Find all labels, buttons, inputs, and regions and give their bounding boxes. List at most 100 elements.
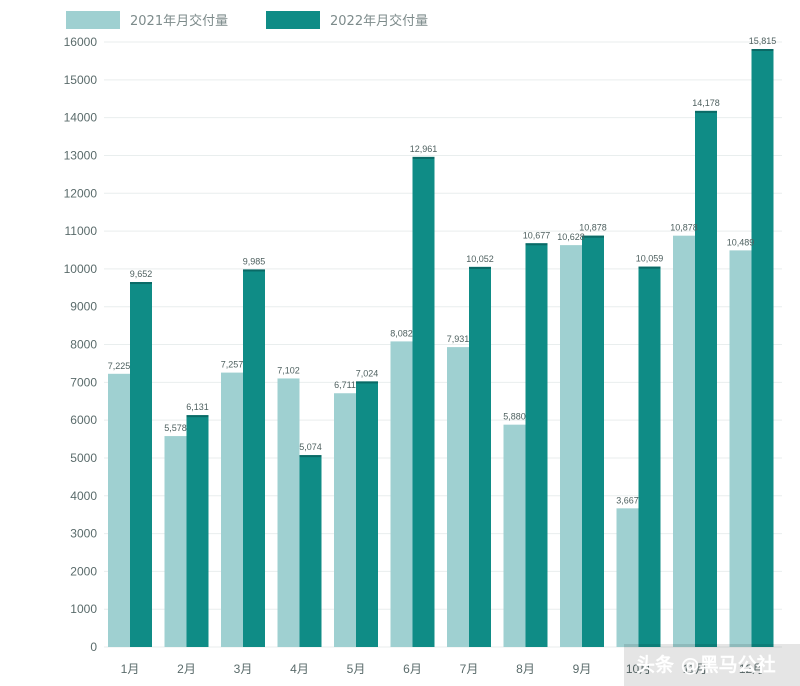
y-tick-label: 16000: [64, 35, 98, 49]
x-axis-ticks: 1月 2月 3月 4月 5月 6月 7月 8月 9月 10月 11月 12月: [121, 662, 765, 676]
y-tick-label: 14000: [64, 111, 98, 125]
x-tick-label: 1月: [121, 662, 140, 676]
data-label: 7,257: [221, 360, 244, 370]
bar-top-edge: [582, 235, 604, 238]
bar-2022: [299, 455, 322, 647]
watermark-text: 头条 @黑马公社: [636, 653, 776, 676]
data-label: 10,628: [557, 232, 585, 242]
y-tick-label: 1000: [70, 602, 97, 616]
data-label: 6,711: [334, 380, 356, 390]
bar-2022: [695, 110, 717, 647]
data-label: 7,024: [356, 368, 379, 378]
data-label: 5,074: [299, 442, 322, 452]
bar-top-edge: [186, 415, 209, 418]
bar-2021: [277, 378, 300, 647]
x-tick-label: 9月: [573, 662, 592, 676]
data-label: 5,578: [164, 423, 187, 433]
legend-label-2022: 2022年月交付量: [330, 13, 428, 29]
bar-2022: [356, 381, 378, 647]
data-label: 10,878: [579, 223, 607, 233]
y-tick-label: 6000: [70, 413, 97, 427]
bar-top-edge: [525, 243, 548, 246]
y-axis-ticks: 0 1000 2000 3000 4000 5000 6000 7000 8000 9000 100…: [64, 35, 98, 654]
bar-2021: [221, 372, 243, 647]
legend-swatch-2021: [66, 11, 120, 29]
x-tick-label: 6月: [403, 662, 422, 676]
bar-top-edge: [638, 266, 661, 269]
data-labels: 7,225 9,652 5,578 6,131 7,257 9,985 7,102 5,074…: [108, 36, 777, 505]
data-label: 14,178: [692, 98, 720, 108]
x-tick-label: 7月: [460, 662, 479, 676]
bar-2021: [447, 347, 469, 647]
y-tick-label: 4000: [70, 489, 97, 503]
bar-2022: [186, 415, 209, 647]
x-tick-label: 11月: [683, 662, 707, 676]
y-tick-label: 5000: [70, 451, 97, 465]
bar-2021: [560, 245, 582, 647]
data-label: 5,880: [503, 412, 526, 422]
bar-2022: [638, 266, 661, 647]
bar-2021: [108, 373, 130, 647]
y-tick-label: 13000: [64, 148, 98, 162]
data-label: 10,059: [636, 254, 664, 264]
x-tick-label: 2月: [177, 662, 196, 676]
bar-top-edge: [751, 48, 774, 51]
x-tick-label: 10月: [626, 662, 651, 676]
legend-swatch-2022: [266, 11, 320, 29]
bar-2022: [243, 269, 265, 647]
data-label: 8,082: [390, 328, 413, 338]
y-tick-label: 10000: [64, 262, 98, 276]
x-tick-label: 4月: [290, 662, 309, 676]
data-label: 10,677: [523, 230, 551, 240]
bars: [108, 48, 774, 648]
bar-2021: [503, 424, 526, 647]
y-tick-label: 7000: [70, 375, 97, 389]
y-tick-label: 12000: [64, 186, 98, 200]
x-tick-label: 8月: [516, 662, 535, 676]
data-label: 7,931: [447, 334, 470, 344]
legend-label-2021: 2021年月交付量: [130, 13, 228, 29]
bar-2021: [673, 235, 695, 647]
bar-2021: [616, 508, 639, 647]
y-tick-label: 0: [90, 640, 97, 654]
bar-top-edge: [356, 381, 378, 384]
data-label: 10,052: [466, 254, 494, 264]
bar-2021: [390, 341, 413, 647]
y-tick-label: 3000: [70, 527, 97, 541]
bar-top-edge: [130, 282, 152, 285]
bar-top-edge: [299, 455, 322, 458]
bar-top-edge: [243, 269, 265, 272]
bar-top-edge: [695, 110, 717, 113]
x-tick-label: 3月: [234, 662, 253, 676]
bar-top-edge: [412, 156, 435, 159]
watermark-backdrop: [624, 644, 800, 686]
y-tick-label: 11000: [65, 224, 98, 238]
bar-2022: [412, 156, 435, 648]
bar-2022: [130, 282, 152, 647]
bar-2022: [525, 243, 548, 647]
bar-2022: [469, 266, 491, 647]
data-label: 7,102: [277, 365, 300, 375]
data-label: 7,225: [108, 361, 131, 371]
bar-top-edge: [469, 266, 491, 269]
data-label: 10,878: [670, 223, 698, 233]
gridlines: [104, 41, 782, 648]
bar-2021: [729, 250, 752, 647]
x-tick-label: 12月: [739, 662, 764, 676]
watermark: 头条 @黑马公社: [624, 644, 800, 686]
legend: 2021年月交付量 2022年月交付量: [66, 11, 428, 29]
y-tick-label: 9000: [70, 300, 97, 314]
bar-2021: [334, 393, 356, 647]
bar-2021: [164, 436, 187, 647]
data-label: 15,815: [749, 36, 777, 46]
bar-2022: [751, 48, 774, 648]
data-label: 9,985: [243, 256, 266, 266]
data-label: 3,667: [616, 495, 639, 505]
y-tick-label: 2000: [70, 564, 97, 578]
data-label: 9,652: [130, 269, 153, 279]
bar-2022: [582, 235, 604, 647]
x-tick-label: 5月: [347, 662, 366, 676]
y-tick-label: 8000: [70, 338, 97, 352]
data-label: 12,961: [410, 144, 438, 154]
